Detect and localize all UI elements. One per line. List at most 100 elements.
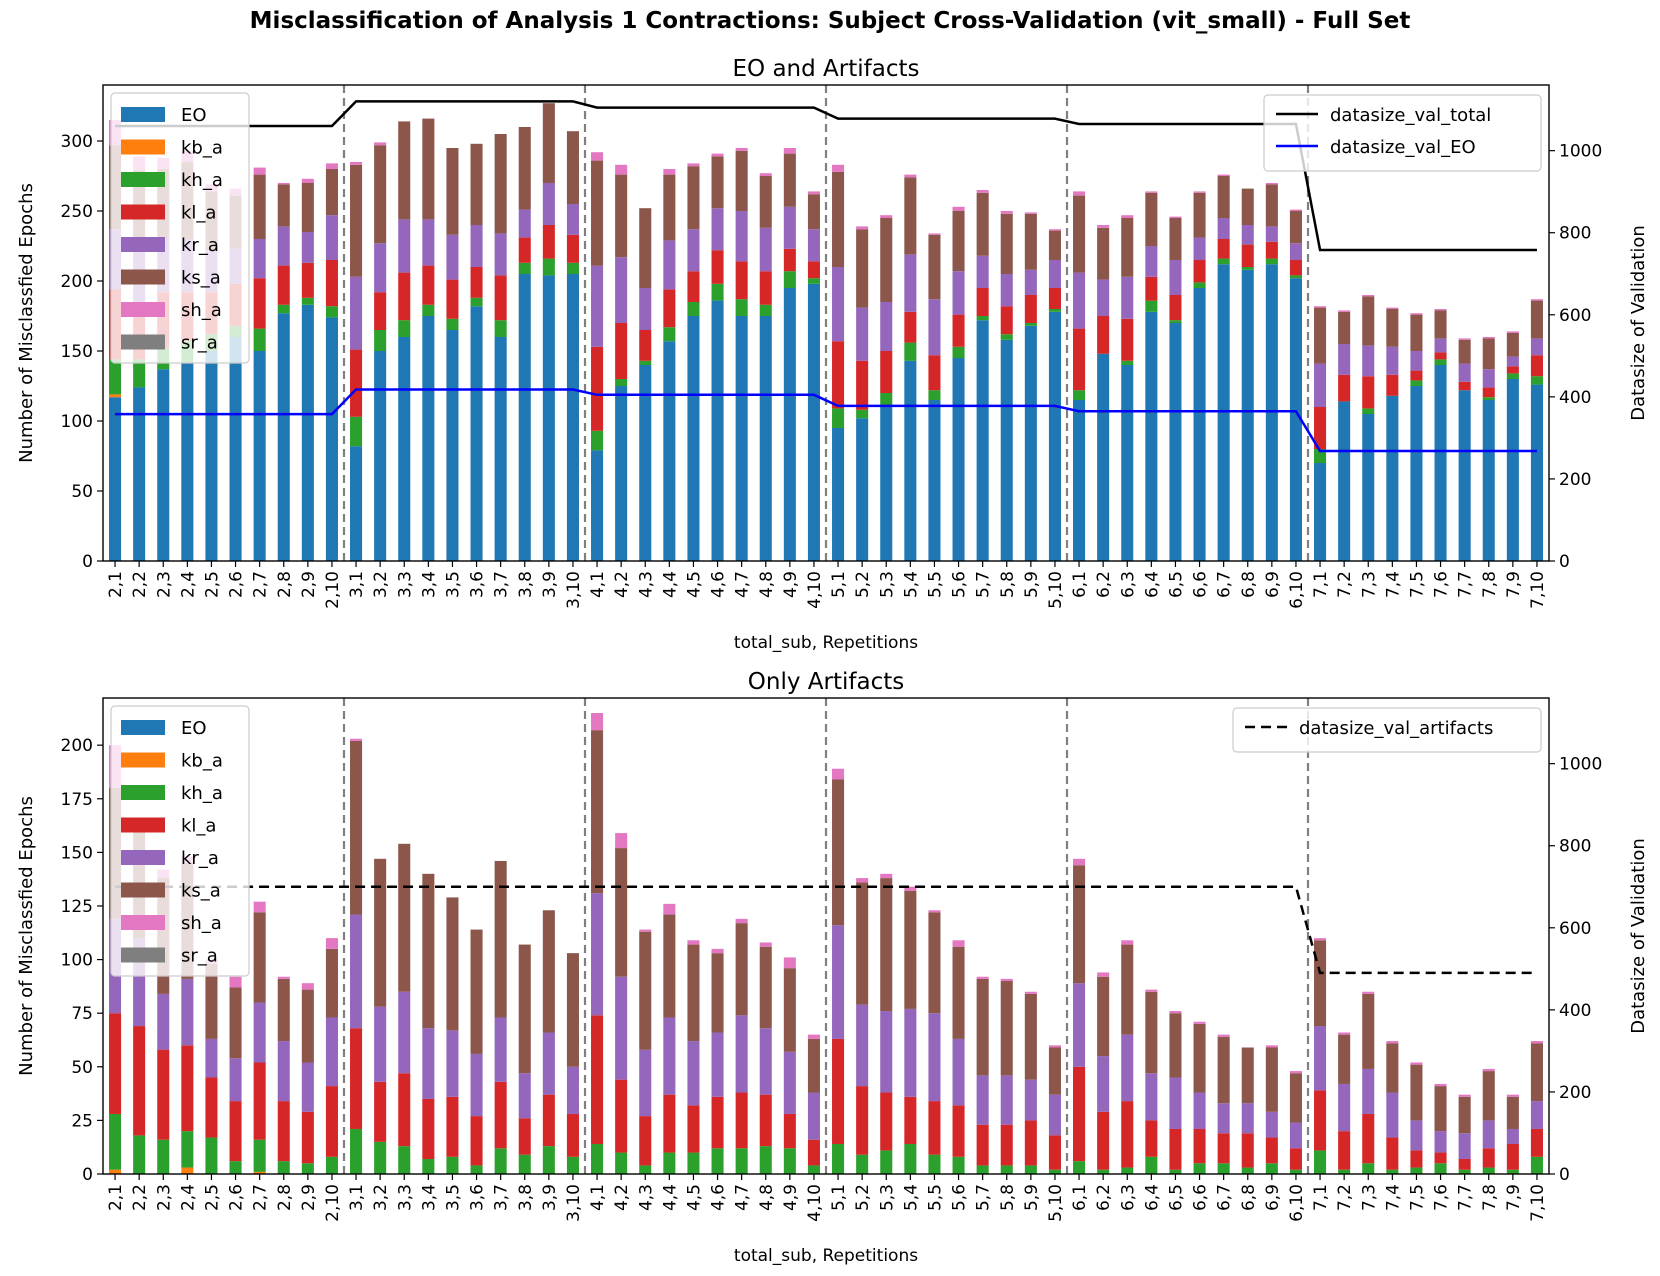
bar-EO: [109, 397, 122, 561]
x-tick-label: 3,10: [564, 1184, 584, 1222]
bar-kl_a: [181, 1045, 194, 1132]
bar-kr_a: [566, 1066, 579, 1114]
bar-ks_a: [663, 914, 676, 1018]
legend-swatch: [121, 269, 165, 285]
bar-kh_a: [542, 258, 555, 276]
x-tick-label: 3,9: [540, 571, 560, 598]
bar-kr_a: [229, 1058, 242, 1102]
bar-kh_a: [807, 278, 820, 284]
bar-sh_a: [1362, 295, 1375, 297]
bar-kr_a: [253, 1002, 266, 1063]
bar-kh_a: [663, 327, 676, 342]
bar-sh_a: [663, 169, 676, 175]
bar-sh_a: [783, 148, 796, 154]
x-tick-label: 7,6: [1432, 571, 1452, 598]
legend-label: kr_a: [181, 848, 219, 869]
x-tick-label: 4,3: [636, 571, 656, 598]
legend-swatch: [121, 817, 165, 833]
bar-kl_a: [952, 314, 965, 347]
bar-kl_a: [1024, 1120, 1037, 1166]
bar-kl_a: [759, 1094, 772, 1147]
series-kb_a: [109, 394, 122, 398]
bar-kr_a: [807, 1092, 820, 1140]
bar-kr_a: [1193, 1092, 1206, 1129]
bar-EO: [350, 446, 363, 561]
bar-sh_a: [711, 153, 724, 157]
bar-kl_a: [1410, 1150, 1423, 1168]
bar-kl_a: [133, 1026, 146, 1136]
bar-ks_a: [711, 156, 724, 209]
bar-sh_a: [1410, 313, 1423, 315]
x-tick-label: 3,5: [443, 1184, 463, 1211]
bar-kl_a: [1097, 1111, 1110, 1170]
bar-EO: [687, 316, 700, 561]
bar-kr_a: [663, 240, 676, 290]
bar-kl_a: [1073, 328, 1086, 391]
x-tick-label: 6,10: [1287, 571, 1307, 609]
bar-sh_a: [1265, 1045, 1278, 1048]
bar-legend: EO kb_a kh_a kl_a kr_a ks_a sh_a sr_a: [110, 705, 250, 977]
legend-label: kb_a: [181, 751, 223, 772]
bar-kl_a: [1362, 376, 1375, 409]
bar-ks_a: [229, 987, 242, 1059]
bar-kr_a: [783, 206, 796, 249]
bar-ks_a: [494, 134, 507, 234]
bar-kr_a: [1145, 246, 1158, 277]
bar-ks_a: [325, 948, 338, 1018]
bar-kl_a: [470, 1116, 483, 1166]
bar-kh_a: [639, 1165, 652, 1174]
bar-EO: [518, 274, 531, 561]
bar-kr_a: [1073, 983, 1086, 1067]
legend-label: kh_a: [181, 783, 223, 804]
bar-kl_a: [783, 1113, 796, 1149]
bar-kh_a: [398, 1146, 411, 1174]
bar-sh_a: [928, 910, 941, 913]
bar-kl_a: [663, 289, 676, 328]
bar-ks_a: [735, 150, 748, 211]
bar-sh_a: [856, 878, 869, 883]
bar-kl_a: [1000, 306, 1013, 335]
bar-kr_a: [735, 1015, 748, 1093]
bar-kh_a: [109, 359, 122, 395]
x-tick-label: 3,5: [443, 571, 463, 598]
bar-sh_a: [1289, 1071, 1302, 1074]
bar-kh_a: [1169, 1169, 1182, 1174]
x-tick-label: 2,6: [227, 1184, 247, 1211]
bar-kr_a: [1314, 363, 1327, 407]
bar-kl_a: [446, 279, 459, 319]
bar-ks_a: [783, 153, 796, 207]
x-tick-label: 4,2: [612, 571, 632, 598]
bar-kl_a: [301, 1111, 314, 1164]
bar-kr_a: [277, 226, 290, 266]
bar-kh_a: [615, 379, 628, 386]
bar-ks_a: [1217, 1036, 1230, 1104]
bar-kl_a: [374, 1081, 387, 1142]
bar-ks_a: [1169, 218, 1182, 260]
y2-tick-label: 200: [1559, 1083, 1591, 1103]
bar-kr_a: [1024, 1079, 1037, 1121]
x-tick-label: 3,10: [564, 571, 584, 609]
legend-label: kb_a: [181, 138, 223, 159]
x-tick-label: 5,3: [877, 1184, 897, 1211]
bar-EO: [1530, 384, 1543, 561]
x-tick-label: 2,10: [323, 1184, 343, 1222]
bar-ks_a: [398, 121, 411, 220]
bar-sh_a: [663, 903, 676, 915]
bar-sh_a: [1265, 183, 1278, 185]
y-tick-label: 100: [61, 412, 93, 432]
bar-sh_a: [277, 976, 290, 979]
bar-kl_a: [398, 1073, 411, 1147]
bar-sh_a: [1314, 938, 1327, 941]
bar-kl_a: [1434, 352, 1447, 360]
bar-ks_a: [1145, 192, 1158, 246]
bar-sh_a: [1169, 216, 1182, 218]
bar-kh_a: [735, 299, 748, 316]
bar-ks_a: [1073, 195, 1086, 273]
bar-sh_a: [1338, 310, 1351, 312]
bar-EO: [422, 316, 435, 561]
bar-kr_a: [904, 1008, 917, 1097]
chart-title: EO and Artifacts: [733, 56, 920, 82]
bar-ks_a: [1506, 1096, 1519, 1129]
bar-kl_a: [928, 355, 941, 391]
x-tick-label: 7,1: [1311, 571, 1331, 598]
